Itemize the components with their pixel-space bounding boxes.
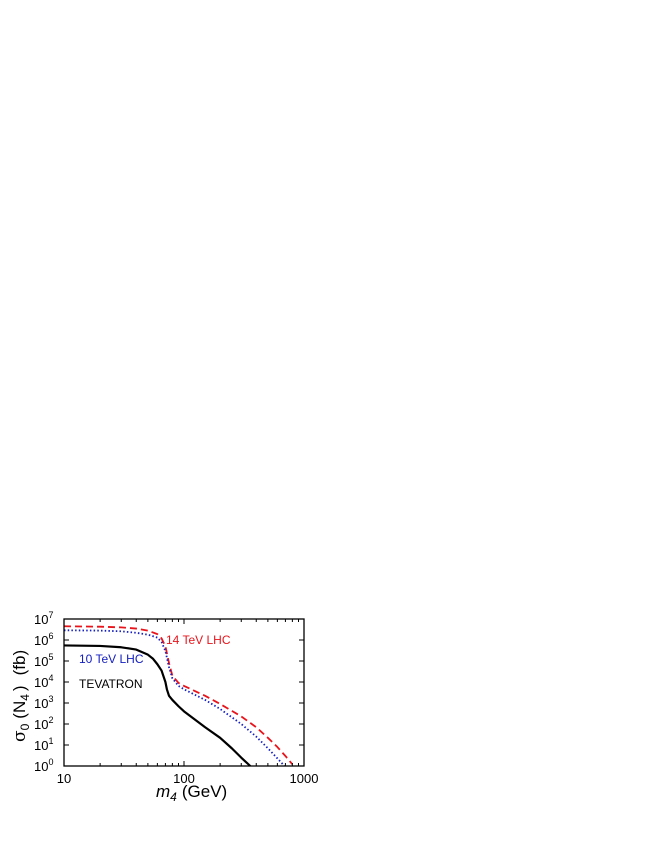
y-axis-unit: (fb) xyxy=(10,650,29,676)
y-axis-sigma: σ xyxy=(10,730,30,742)
y-tick-label: 104 xyxy=(34,673,53,690)
y-axis-close: ) xyxy=(10,685,29,691)
x-tick-label: 10 xyxy=(57,771,71,786)
y-tick-label: 101 xyxy=(34,736,53,753)
x-axis-title: m4 (GeV) xyxy=(156,782,227,804)
series-line-2 xyxy=(64,644,252,766)
series-label-tevatron: TEVATRON xyxy=(79,677,143,691)
series-line-0 xyxy=(64,625,294,765)
y-axis-mid: (N xyxy=(10,701,29,719)
series-label-14tev: 14 TeV LHC xyxy=(166,633,231,647)
series-label-10tev: 10 TeV LHC xyxy=(79,652,144,666)
y-tick-label: 103 xyxy=(34,694,53,711)
y-tick-label: 106 xyxy=(34,631,53,648)
x-tick-label: 100 xyxy=(173,771,195,786)
y-axis-title: σ0 (N4) (fb) xyxy=(10,650,32,742)
x-axis-var: m xyxy=(156,782,170,801)
y-tick-label: 107 xyxy=(34,610,53,627)
y-tick-label: 100 xyxy=(34,757,53,774)
x-tick-labels: 10 100 1000 xyxy=(57,771,319,786)
y-axis-sub4: 4 xyxy=(18,694,32,701)
y-tick-label: 102 xyxy=(34,715,53,732)
x-tick-label: 1000 xyxy=(290,771,319,786)
y-tick-labels: 100 101 102 103 104 105 106 107 xyxy=(34,610,53,774)
x-axis-sub: 4 xyxy=(170,790,177,804)
y-tick-label: 105 xyxy=(34,652,53,669)
axis-ticks xyxy=(63,618,305,767)
series-lines xyxy=(64,625,294,766)
x-axis-unit: (GeV) xyxy=(182,782,227,801)
series-line-1 xyxy=(64,629,286,766)
y-axis-sub0: 0 xyxy=(18,723,32,730)
